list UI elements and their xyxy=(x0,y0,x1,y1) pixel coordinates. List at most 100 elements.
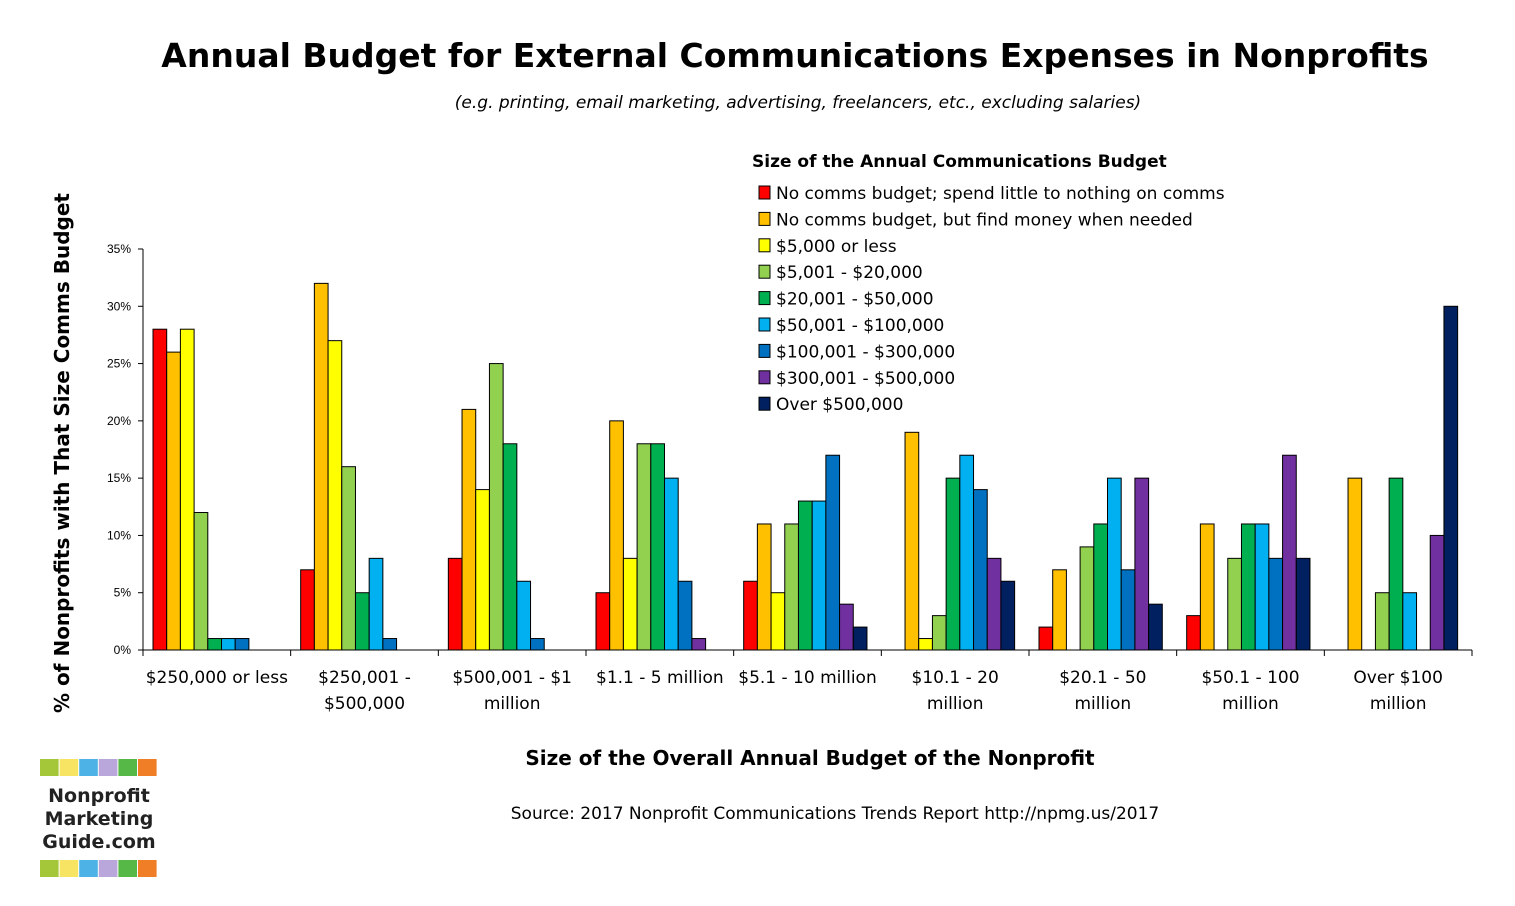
x-category-label: $5.1 - 10 million xyxy=(738,668,876,688)
logo-color-square xyxy=(118,759,137,776)
y-tick-label: 25% xyxy=(107,357,131,371)
bar xyxy=(1282,454,1297,651)
bar xyxy=(234,638,250,651)
bar xyxy=(341,466,356,651)
logo-color-square xyxy=(59,860,79,877)
x-category-label: $50.1 - 100 million xyxy=(1201,668,1299,714)
bars xyxy=(152,282,1459,651)
legend-swatch xyxy=(758,396,771,411)
legend-entry: $5,001 - $20,000 xyxy=(776,263,923,283)
bar xyxy=(193,512,209,651)
logo-text-line: Marketing xyxy=(45,808,154,830)
logo-color-square xyxy=(138,860,157,877)
legend-swatch xyxy=(758,211,771,226)
bar xyxy=(461,408,477,651)
bar xyxy=(945,477,961,651)
legend-swatch xyxy=(758,185,771,200)
logo-color-square xyxy=(40,759,59,776)
bar xyxy=(1295,557,1311,651)
bar xyxy=(221,638,236,651)
bar xyxy=(1079,546,1095,651)
bar xyxy=(664,477,679,651)
logo-color-square xyxy=(138,759,157,776)
bar xyxy=(1052,569,1067,651)
bar xyxy=(756,523,772,651)
logo-color-square xyxy=(79,759,98,776)
bar xyxy=(811,500,827,651)
bar xyxy=(1388,477,1404,651)
legend: Size of the Annual Communications Budget… xyxy=(752,152,1225,415)
bar xyxy=(382,638,398,651)
logo-color-square xyxy=(59,759,79,776)
y-tick-label: 35% xyxy=(107,242,131,256)
x-category-label: $1.1 - 5 million xyxy=(596,668,724,688)
bar xyxy=(1000,580,1016,651)
legend-swatch xyxy=(758,264,771,279)
bar xyxy=(1429,534,1445,651)
bar xyxy=(327,340,343,651)
legend-entry: No comms budget; spend little to nothing… xyxy=(776,184,1225,204)
bar xyxy=(852,626,868,651)
bar xyxy=(1443,305,1459,651)
bar xyxy=(918,638,933,651)
x-category-label: $250,000 or less xyxy=(146,668,288,688)
y-tick-label: 0% xyxy=(114,643,132,657)
logo-color-square xyxy=(98,860,118,877)
y-tick-label: 20% xyxy=(107,414,131,428)
bar xyxy=(797,500,813,651)
chart-title: Annual Budget for External Communication… xyxy=(161,36,1428,75)
x-axis: $250,000 or less $250,001 -$500,000 $500,0… xyxy=(142,649,1473,714)
bar xyxy=(1038,626,1054,651)
bar xyxy=(1227,557,1242,651)
bar xyxy=(1240,523,1256,651)
bar xyxy=(904,431,920,651)
source-note: Source: 2017 Nonprofit Communications Tr… xyxy=(511,804,1159,824)
legend-entry: $300,001 - $500,000 xyxy=(776,369,955,389)
bar xyxy=(475,489,490,651)
legend-title: Size of the Annual Communications Budget xyxy=(752,152,1167,172)
logo-color-square xyxy=(98,759,118,776)
y-axis-title: % of Nonprofits with That Size Comms Bud… xyxy=(50,193,74,713)
bar xyxy=(677,580,693,651)
bar xyxy=(447,557,463,651)
bar xyxy=(1199,523,1215,651)
legend-swatch xyxy=(758,370,771,385)
bar xyxy=(368,557,384,651)
y-tick-label: 15% xyxy=(107,471,131,485)
legend-entry: No comms budget, but find money when nee… xyxy=(776,210,1193,230)
bar xyxy=(1254,523,1270,651)
legend-swatch xyxy=(758,238,771,253)
logo-color-square xyxy=(40,860,59,877)
bar xyxy=(650,443,665,651)
bar xyxy=(300,569,315,651)
bar xyxy=(839,603,854,651)
x-category-label: $20.1 - 50 million xyxy=(1059,668,1146,714)
bar xyxy=(1186,615,1201,651)
bar xyxy=(354,592,370,651)
bar xyxy=(1402,592,1418,651)
bar xyxy=(207,638,223,651)
logo-text-line: Nonprofit xyxy=(48,785,150,807)
bar xyxy=(931,615,947,651)
bar xyxy=(1347,477,1363,651)
y-tick-label: 10% xyxy=(107,528,131,542)
x-category-label: $10.1 - 20 million xyxy=(912,668,999,714)
legend-entry: $50,001 - $100,000 xyxy=(776,316,944,336)
bar xyxy=(959,454,975,651)
bar xyxy=(986,557,1002,651)
bar xyxy=(488,363,504,651)
bar xyxy=(636,443,652,651)
bar xyxy=(152,328,168,651)
bar xyxy=(691,638,707,651)
bar xyxy=(743,580,758,651)
bar xyxy=(595,592,611,651)
legend-swatch xyxy=(758,317,771,332)
legend-entry: $20,001 - $50,000 xyxy=(776,290,934,310)
logo-text-line: Guide.com xyxy=(42,831,155,853)
y-axis: 0% 5% 10% 15% 20% 25% 30% 35% xyxy=(107,242,144,657)
bar xyxy=(609,420,624,651)
legend-entry: $5,000 or less xyxy=(776,237,897,257)
bar xyxy=(1107,477,1122,651)
x-category-label: $250,001 -$500,000 xyxy=(318,668,411,714)
